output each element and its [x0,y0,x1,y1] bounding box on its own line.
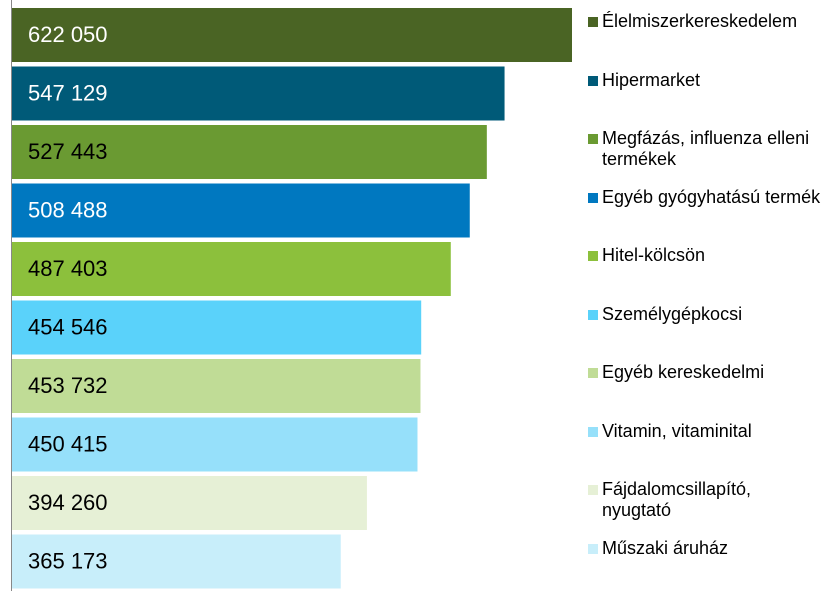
bar [12,359,421,413]
legend-label: Fájdalomcsillapító, nyugtató [602,479,752,520]
legend-item: Fájdalomcsillapító, nyugtató [588,479,823,521]
value-label: 508 488 [28,197,108,222]
legend-label: Hitel-kölcsön [602,245,706,265]
legend-label: Vitamin, vitaminital [602,420,752,441]
legend-label: Műszaki áruház [602,537,729,558]
value-label: 622 050 [28,22,108,47]
legend-label: Hipermarket [602,69,701,90]
legend-swatch [588,485,598,495]
bar [12,300,422,355]
legend-item: Hitel-kölcsön [588,245,823,266]
value-label: 453 732 [28,373,108,398]
legend-item: Vitamin, vitaminital [588,421,823,442]
bar [12,8,572,62]
legend-item: Élelmiszerkereskedelem [588,11,823,32]
legend-label: Egyéb gyógyhatású termék [602,186,821,207]
legend-swatch [588,75,598,86]
legend-swatch [588,368,598,378]
legend-label: Egyéb kereskedelmi [602,362,765,382]
legend-swatch [588,192,598,203]
value-label: 394 260 [28,490,108,515]
value-label: 547 129 [28,80,108,105]
legend-label: Személygépkocsi [602,303,743,324]
value-label: 365 173 [28,548,108,573]
legend-swatch [588,251,598,261]
bar [12,417,418,472]
value-label: 454 546 [28,314,108,339]
bar [12,66,505,121]
legend-label: Megfázás, influenza elleni termékek [602,128,810,169]
legend-item: Egyéb gyógyhatású termék [588,187,823,208]
legend-item: Személygépkocsi [588,304,823,325]
legend-item: Hipermarket [588,70,823,91]
legend-item: Megfázás, influenza elleni termékek [588,128,823,170]
legend-swatch [588,426,598,437]
legend-swatch [588,309,598,320]
value-label: 487 403 [28,256,108,281]
bar [12,125,487,179]
value-label: 527 443 [28,139,108,164]
bar [12,242,451,296]
legend-swatch [588,543,598,554]
legend-item: Egyéb kereskedelmi [588,362,823,383]
bar [12,476,367,530]
legend-swatch [588,134,598,144]
bar [12,534,341,589]
legend-item: Műszaki áruház [588,538,823,559]
legend-label: Élelmiszerkereskedelem [602,11,798,31]
legend-swatch [588,17,598,27]
bar [12,183,470,238]
value-label: 450 415 [28,431,108,456]
